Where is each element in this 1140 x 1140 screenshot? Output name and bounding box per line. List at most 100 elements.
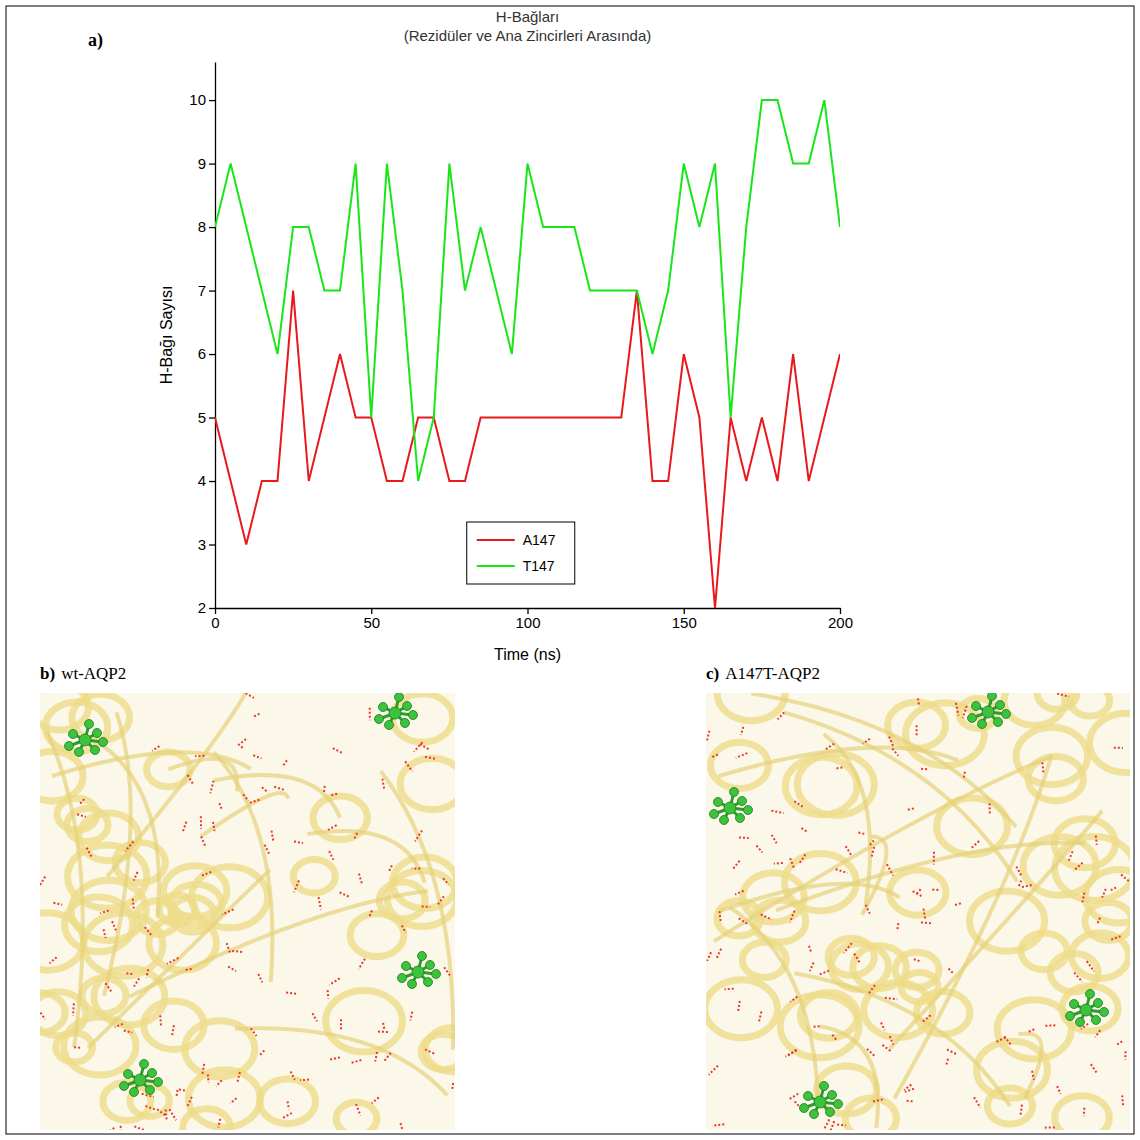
hbond <box>200 816 202 829</box>
helix <box>293 859 335 893</box>
hbond <box>328 825 337 830</box>
residue-atom <box>1086 990 1095 999</box>
residue-atom <box>834 1100 843 1109</box>
hbond <box>716 949 721 959</box>
residue <box>65 720 108 757</box>
helix <box>336 1102 377 1130</box>
residue-atom <box>820 1082 829 1091</box>
hbond <box>1004 1036 1011 1045</box>
residue-atom <box>814 1096 826 1108</box>
hbond <box>286 992 298 993</box>
hbond <box>288 1101 289 1109</box>
residue-atom <box>385 721 394 730</box>
hbond <box>176 1090 177 1097</box>
hbond <box>414 742 423 752</box>
hbond <box>246 693 254 698</box>
hbond <box>1083 1108 1086 1116</box>
hbond <box>77 814 86 817</box>
tick-mark <box>209 417 215 418</box>
residue-atom <box>1076 1018 1085 1027</box>
hbond <box>40 876 45 886</box>
residue-atom <box>978 720 987 729</box>
hbond <box>282 760 287 767</box>
residue-atom <box>412 966 424 978</box>
hbond <box>995 1037 1006 1042</box>
hbond <box>444 967 451 977</box>
residue-atom <box>91 746 100 755</box>
helix <box>40 913 84 971</box>
loop <box>751 693 1016 826</box>
tick: 5 <box>198 409 215 426</box>
hbond <box>169 1109 176 1120</box>
tick-mark <box>209 544 215 545</box>
hbond <box>145 927 151 935</box>
hbond <box>719 911 720 921</box>
hbond <box>954 903 961 905</box>
tick: 10 <box>189 91 215 108</box>
hbond <box>274 787 284 790</box>
hbond <box>947 1049 958 1054</box>
panel-title: A147T-AQP2 <box>725 664 820 683</box>
residue-atom <box>403 702 412 711</box>
hbond <box>1121 875 1130 883</box>
residue-atom <box>710 810 719 819</box>
residue-atom <box>402 962 411 971</box>
hbond <box>159 1015 162 1025</box>
helix <box>889 870 946 915</box>
hbond <box>1109 888 1116 891</box>
hbond <box>913 891 922 896</box>
legend-label: T147 <box>523 558 555 574</box>
hbond <box>812 1025 820 1028</box>
hbond <box>134 1126 145 1130</box>
helix <box>57 798 97 830</box>
hbond <box>1032 1071 1034 1080</box>
hbond <box>219 803 222 810</box>
residue-atom <box>148 1069 157 1078</box>
residue-atom <box>124 1070 133 1079</box>
hbond <box>222 909 233 914</box>
tick-label: 6 <box>198 345 206 362</box>
helix <box>191 867 267 928</box>
hbond <box>412 867 421 869</box>
loop <box>890 811 1103 1049</box>
hbond <box>202 1064 204 1075</box>
hbond <box>1021 885 1032 887</box>
tick-label: 200 <box>828 614 853 631</box>
hbond <box>1114 747 1123 749</box>
hbond <box>425 1049 434 1053</box>
residue-atom <box>424 978 433 987</box>
view-background <box>706 693 1130 1130</box>
tick: 150 <box>672 608 697 631</box>
hbond <box>166 1110 167 1121</box>
hbond <box>106 1128 114 1130</box>
hbond <box>1087 961 1094 971</box>
hbond <box>72 1003 75 1015</box>
tick-label: 10 <box>189 91 206 108</box>
hbond <box>112 921 117 932</box>
hbond <box>869 840 874 845</box>
hbond <box>271 831 273 841</box>
residue-atom <box>714 798 723 807</box>
hbond <box>330 1057 340 1059</box>
tick-mark <box>209 481 215 482</box>
loop <box>1019 1033 1042 1098</box>
residue-atom <box>408 980 417 989</box>
tick-label: 7 <box>198 282 206 299</box>
hbond <box>103 929 105 938</box>
hbond <box>330 794 337 796</box>
panel-letter: b) <box>40 664 55 683</box>
tick-mark <box>209 227 215 228</box>
loop <box>794 973 1010 1106</box>
hbond <box>810 963 814 972</box>
tick-label: 50 <box>363 614 380 631</box>
chart-title: H-Bağları <box>496 8 559 25</box>
hbond <box>932 888 939 891</box>
hbond <box>707 952 711 961</box>
hbond <box>232 951 244 952</box>
hbond <box>237 1072 240 1083</box>
hbond <box>258 974 262 982</box>
hbond <box>240 739 246 744</box>
tick-mark <box>209 608 215 609</box>
tick: 3 <box>198 536 215 553</box>
hbond <box>739 918 747 923</box>
